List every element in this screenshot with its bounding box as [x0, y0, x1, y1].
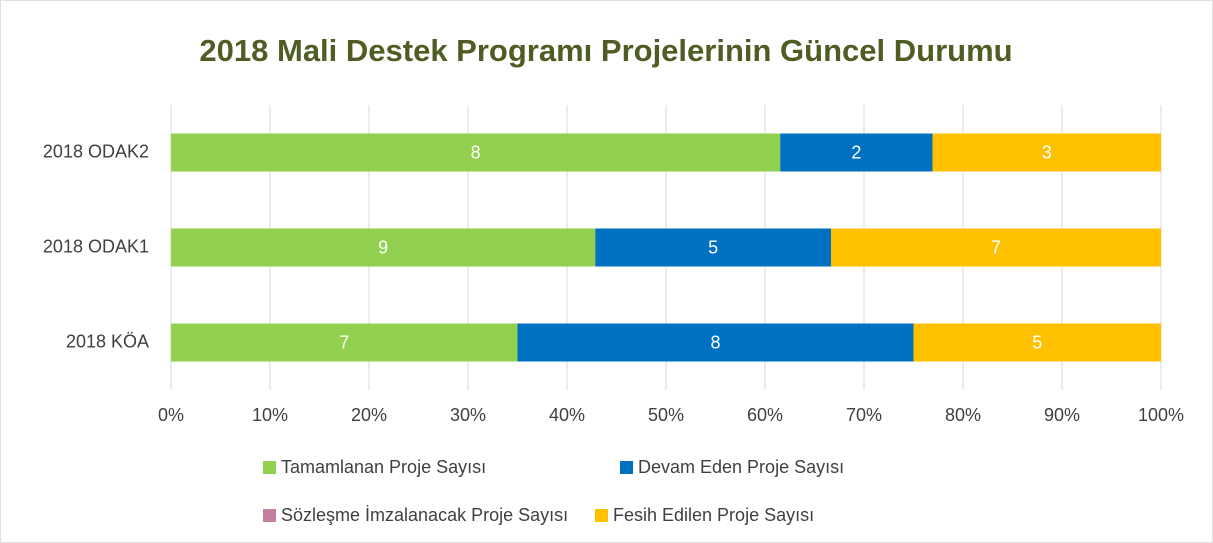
bar-segment: [171, 323, 518, 362]
legend-swatch: [620, 461, 633, 474]
x-tick-label: 10%: [252, 405, 288, 425]
chart-title: 2018 Mali Destek Programı Projelerinin G…: [199, 33, 1012, 68]
data-label: 7: [991, 237, 1001, 257]
legend-label: Devam Eden Proje Sayısı: [638, 457, 844, 477]
bar-segment: [171, 133, 781, 172]
bar-segment: [831, 228, 1161, 267]
bar-segment: [913, 323, 1161, 362]
y-tick-label: 2018 KÖA: [66, 331, 149, 351]
data-label: 7: [339, 332, 349, 352]
data-label: 8: [710, 332, 720, 352]
legend-swatch: [263, 461, 276, 474]
bar-segment: [517, 323, 914, 362]
data-label: 3: [1042, 142, 1052, 162]
x-tick-label: 50%: [648, 405, 684, 425]
bar-segment: [171, 228, 596, 267]
x-tick-label: 90%: [1044, 405, 1080, 425]
data-label: 2: [851, 142, 861, 162]
x-tick-label: 40%: [549, 405, 585, 425]
legend-swatch: [595, 509, 608, 522]
data-label: 9: [378, 237, 388, 257]
x-tick-label: 60%: [747, 405, 783, 425]
x-tick-label: 0%: [158, 405, 184, 425]
x-tick-label: 100%: [1138, 405, 1184, 425]
y-tick-label: 2018 ODAK2: [43, 141, 149, 161]
data-label: 5: [1032, 332, 1042, 352]
x-tick-label: 80%: [945, 405, 981, 425]
bar-segment: [780, 133, 933, 172]
data-label: 8: [471, 142, 481, 162]
bar-segment: [932, 133, 1161, 172]
x-tick-label: 30%: [450, 405, 486, 425]
data-label: 5: [708, 237, 718, 257]
legend-label: Tamamlanan Proje Sayısı: [281, 457, 486, 477]
y-tick-label: 2018 ODAK1: [43, 236, 149, 256]
legend-swatch: [263, 509, 276, 522]
x-tick-label: 20%: [351, 405, 387, 425]
bar-segment: [595, 228, 831, 267]
legend-label: Sözleşme İmzalanacak Proje Sayısı: [281, 505, 568, 525]
legend-label: Fesih Edilen Proje Sayısı: [613, 505, 814, 525]
x-tick-label: 70%: [846, 405, 882, 425]
